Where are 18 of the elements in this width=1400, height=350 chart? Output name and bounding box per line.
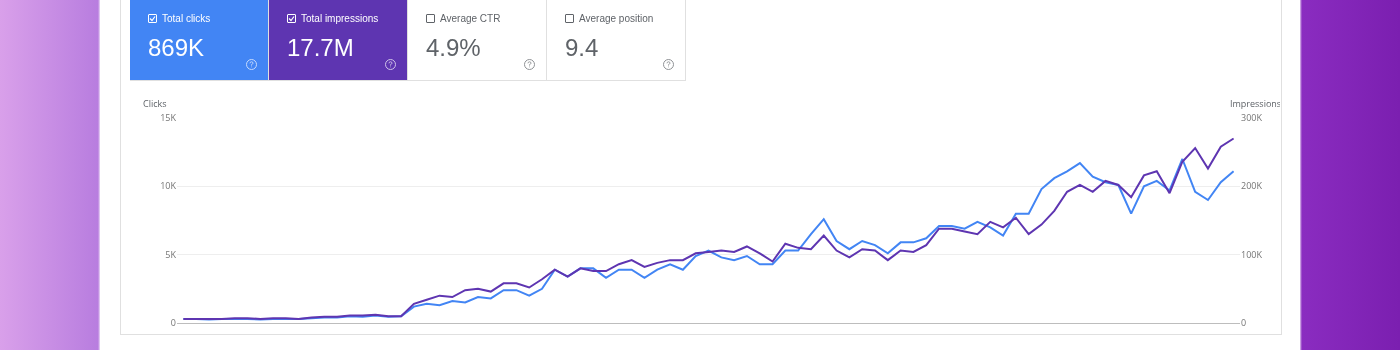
text: Total clicks (162, 13, 211, 24)
y2-axis-title: Impressions (1230, 97, 1282, 110)
text: 869K (148, 34, 205, 62)
y-tick-label: 15K (160, 111, 177, 125)
text: 9.4 (565, 34, 599, 62)
y2-tick-label: 200K (1241, 179, 1263, 193)
text: 17.7M (287, 34, 354, 62)
text: 4.9% (426, 34, 481, 62)
y-tick-label: 10K (160, 179, 177, 193)
y-axis-title: Clicks (143, 97, 167, 110)
y2-tick-label: 100K (1241, 247, 1263, 261)
y2-tick-label: 300K (1241, 111, 1263, 125)
y-tick-label: 5K (165, 247, 177, 261)
y-tick-label: 0 (170, 316, 176, 330)
text: Average position (579, 13, 654, 24)
y2-tick-label: 0 (1241, 316, 1247, 330)
text: Total impressions (301, 13, 379, 24)
text: Average CTR (440, 13, 501, 24)
